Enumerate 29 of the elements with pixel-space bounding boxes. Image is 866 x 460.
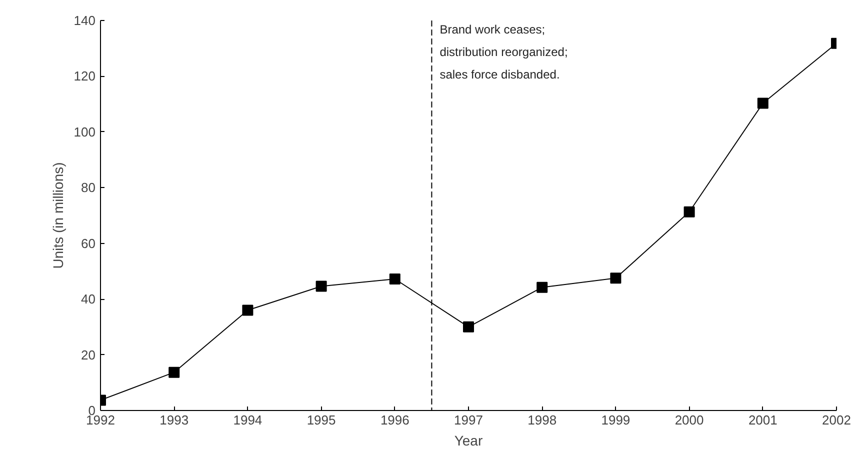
y-tick-label: 140 xyxy=(74,13,96,28)
point xyxy=(536,282,548,293)
point xyxy=(684,206,695,218)
y-tick-label: 100 xyxy=(74,124,96,140)
y-tick-label: 40 xyxy=(81,292,96,307)
x-tick-label: 1996 xyxy=(380,412,410,428)
x-tick-label: 2002 xyxy=(822,412,851,428)
y-tick-label: 120 xyxy=(74,68,96,84)
point xyxy=(463,321,474,332)
x-tick-label: 1999 xyxy=(601,412,630,428)
x-tick-label: 1993 xyxy=(160,412,189,428)
point xyxy=(168,366,180,378)
point xyxy=(389,274,400,285)
y-tick-label: 60 xyxy=(81,236,96,251)
x-tick-label: 2001 xyxy=(748,412,778,428)
y-axis-title: Units (in millions) xyxy=(50,162,66,269)
point xyxy=(610,272,622,284)
point xyxy=(316,280,327,292)
point xyxy=(757,98,768,109)
y-tick-label: 20 xyxy=(81,347,96,362)
x-axis-title: Year xyxy=(454,432,483,448)
y-tick-label: 80 xyxy=(81,180,96,196)
point xyxy=(242,304,254,316)
ref-line-label: Brand work ceases; distribution reorganized; sales force disbanded. xyxy=(440,22,568,82)
x-tick-label: 1997 xyxy=(454,412,483,428)
x-tick-label: 1994 xyxy=(233,412,262,428)
x-tick-label: 1995 xyxy=(306,412,336,428)
x-tick-label: 1998 xyxy=(528,412,557,428)
x-tick-label: 2000 xyxy=(674,412,704,428)
